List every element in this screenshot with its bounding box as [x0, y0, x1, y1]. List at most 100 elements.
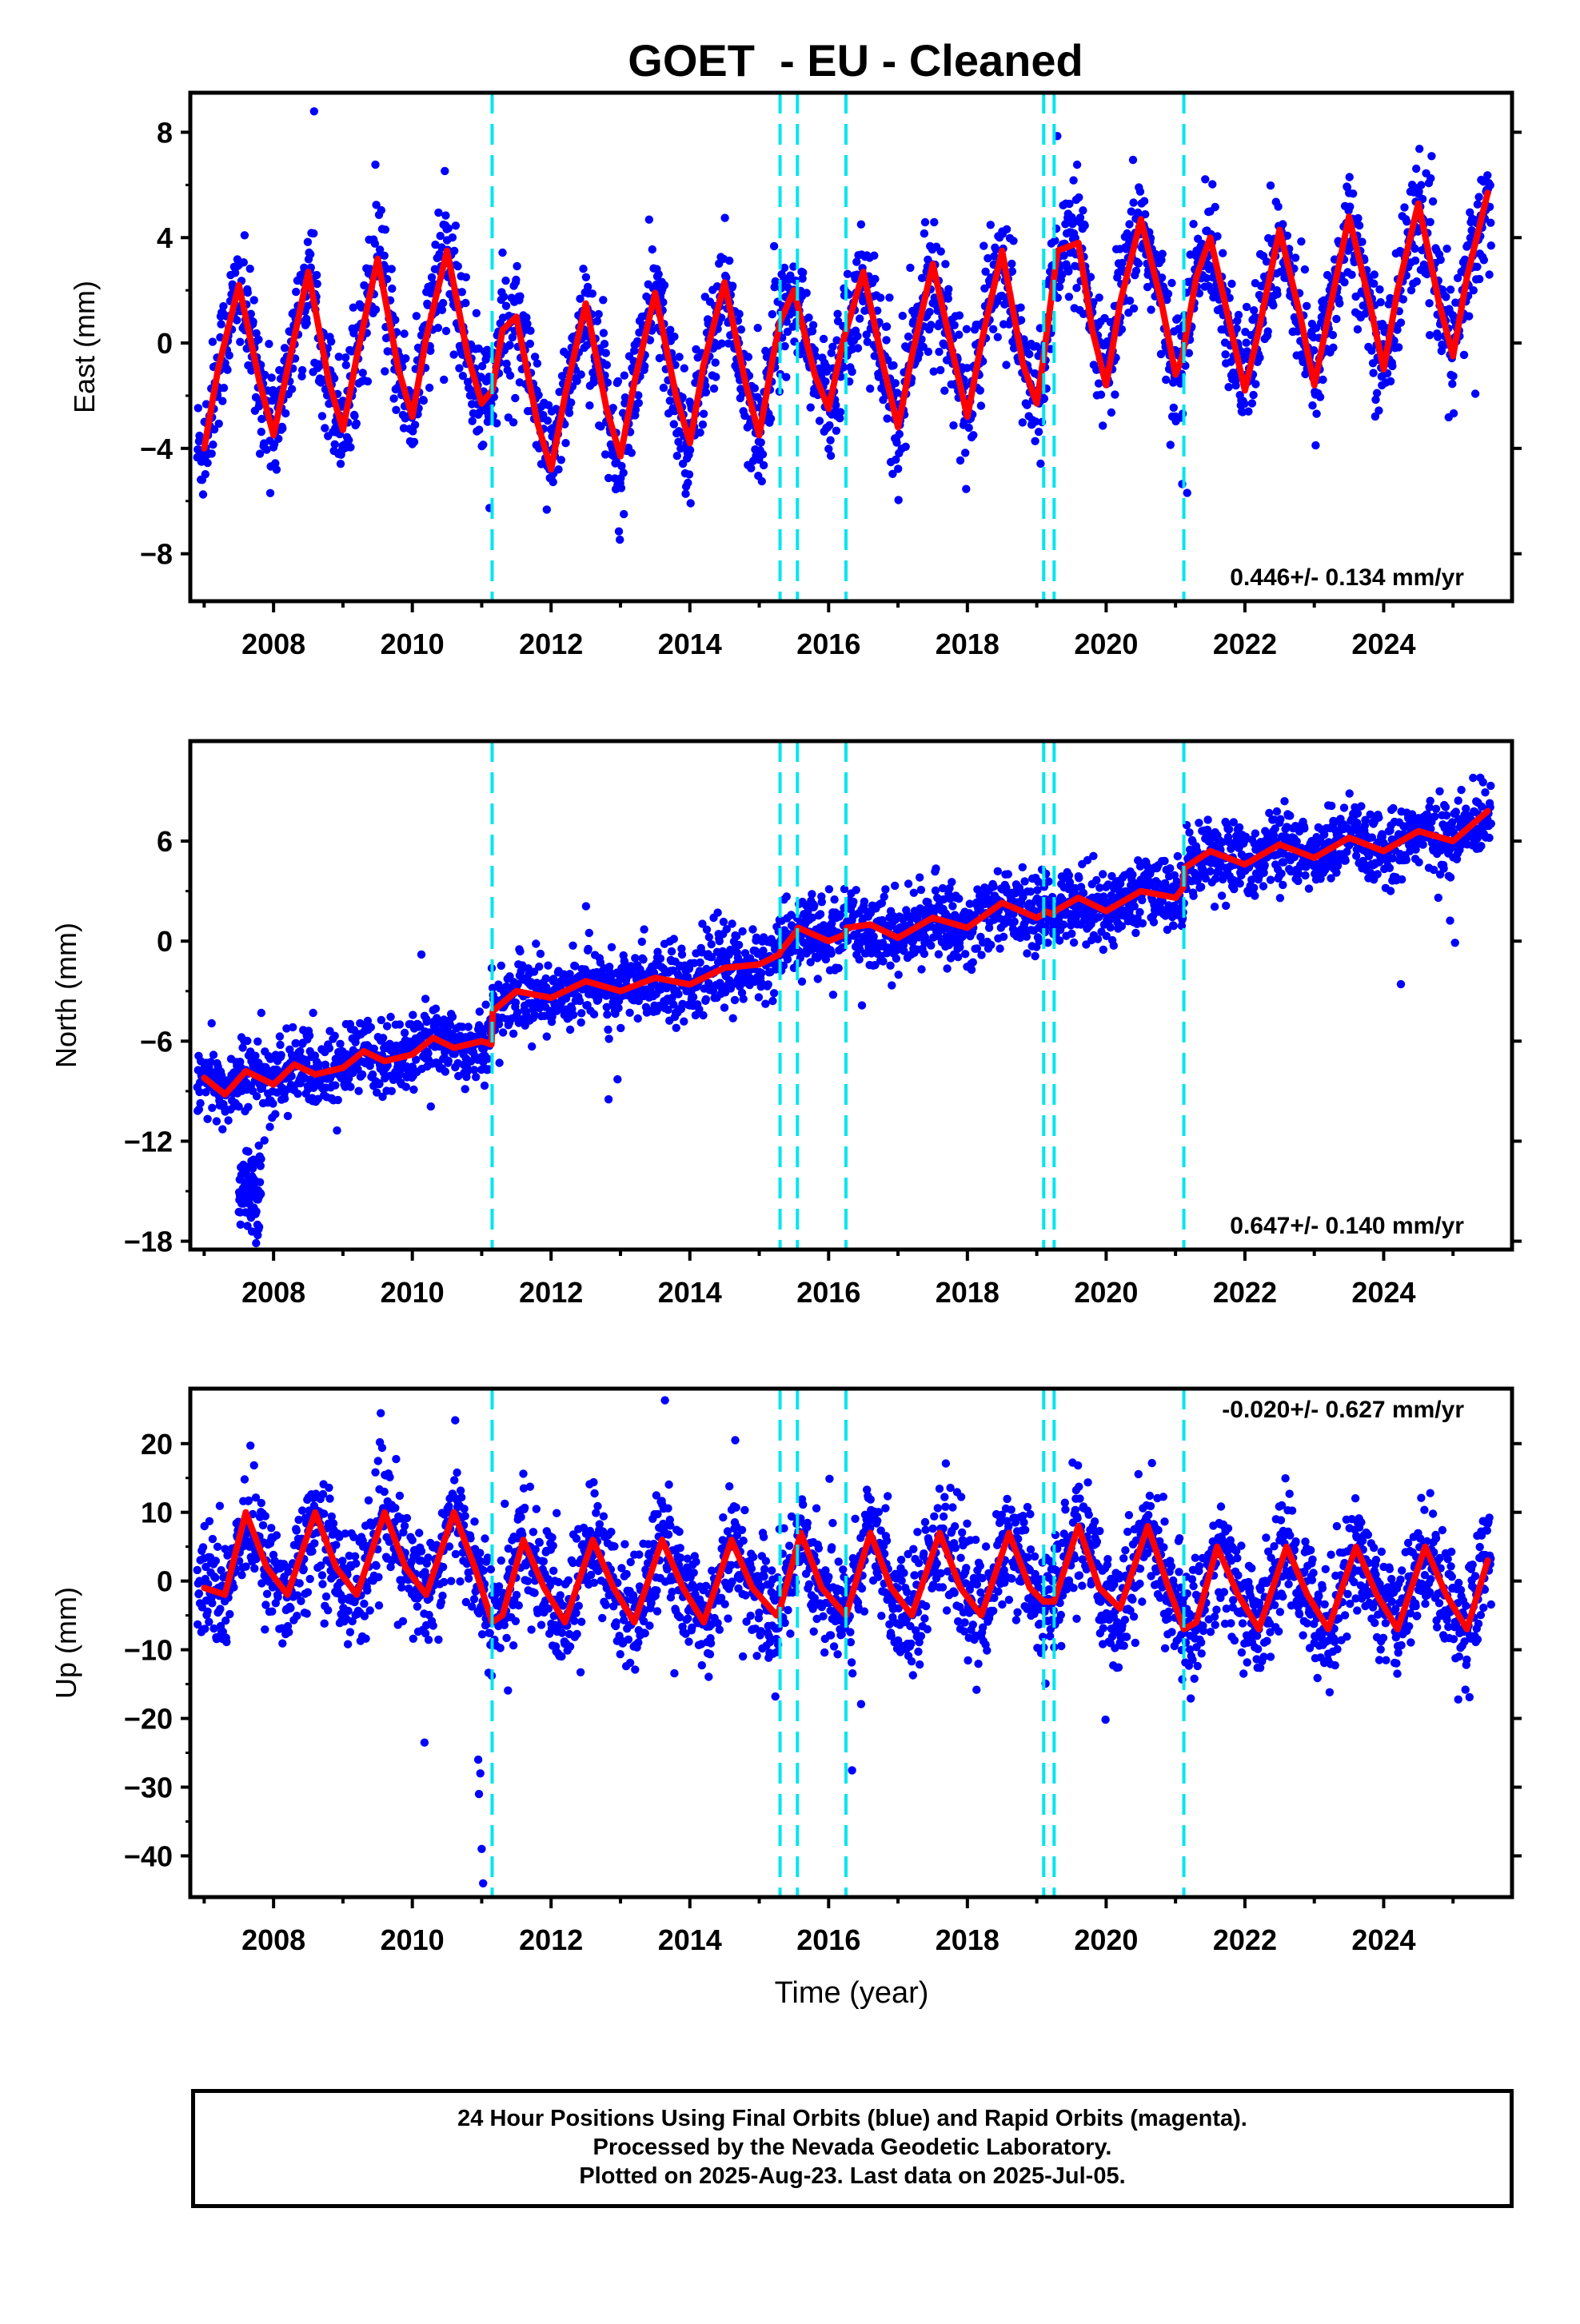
- data-point: [703, 926, 711, 934]
- data-point: [549, 478, 557, 486]
- data-point: [305, 1031, 313, 1039]
- data-point: [1073, 161, 1081, 169]
- data-point: [924, 348, 932, 356]
- data-point: [273, 465, 281, 473]
- data-point: [1274, 202, 1282, 210]
- data-point: [674, 990, 682, 998]
- data-point: [582, 273, 590, 281]
- data-point: [526, 340, 534, 348]
- data-point: [472, 1073, 480, 1081]
- data-point: [276, 1032, 284, 1040]
- data-point: [670, 333, 678, 341]
- data-point: [948, 902, 956, 910]
- data-point: [528, 1042, 536, 1050]
- data-point: [932, 887, 940, 895]
- data-point: [543, 1032, 551, 1040]
- data-point: [1355, 221, 1363, 229]
- data-point: [516, 293, 524, 301]
- data-point: [371, 161, 379, 169]
- data-point: [209, 1050, 217, 1058]
- x-tick-label: 2010: [381, 628, 445, 660]
- data-point: [616, 536, 624, 544]
- data-point: [421, 995, 429, 1003]
- data-point: [438, 306, 446, 314]
- x-tick-label: 2020: [1074, 628, 1138, 660]
- data-point: [995, 944, 1003, 952]
- data-point: [194, 404, 202, 412]
- data-point: [577, 1009, 585, 1017]
- data-point: [892, 379, 900, 387]
- data-point: [1249, 391, 1257, 399]
- data-point: [962, 485, 970, 493]
- data-point: [432, 1005, 440, 1013]
- data-point: [871, 275, 879, 283]
- data-point: [442, 327, 450, 335]
- data-point: [337, 460, 345, 468]
- data-point: [465, 1022, 473, 1030]
- data-point: [989, 325, 997, 333]
- data-point: [625, 1009, 633, 1017]
- data-point: [744, 353, 752, 361]
- data-point: [1055, 936, 1063, 944]
- data-point: [499, 1028, 507, 1036]
- data-point: [990, 883, 998, 891]
- data-point: [980, 241, 988, 249]
- data-point: [400, 329, 408, 337]
- x-tick-label: 2018: [936, 628, 999, 660]
- x-tick-label: 2008: [241, 628, 305, 660]
- data-point: [927, 942, 935, 950]
- data-point: [1162, 376, 1170, 384]
- data-point: [579, 265, 587, 273]
- data-point: [388, 265, 396, 273]
- data-point: [699, 421, 707, 429]
- data-point: [1301, 265, 1309, 273]
- data-point: [956, 456, 964, 464]
- data-point: [557, 456, 565, 464]
- data-point: [807, 404, 815, 412]
- data-point: [1069, 176, 1077, 184]
- data-point: [441, 211, 449, 219]
- data-point: [969, 431, 977, 439]
- data-point: [288, 385, 296, 393]
- data-point: [882, 336, 890, 344]
- data-point: [388, 285, 396, 293]
- data-point: [1437, 256, 1445, 264]
- data-point: [754, 324, 762, 332]
- data-point: [577, 1018, 585, 1026]
- data-point: [321, 424, 329, 432]
- data-point: [253, 1038, 261, 1046]
- data-point: [341, 353, 349, 361]
- data-point: [820, 335, 828, 343]
- data-point: [1019, 863, 1027, 871]
- data-point: [544, 417, 552, 425]
- data-point: [401, 1029, 409, 1037]
- data-point: [392, 406, 400, 414]
- data-point: [1393, 325, 1401, 333]
- data-point: [1399, 295, 1407, 303]
- data-point: [860, 898, 868, 906]
- data-point: [1016, 304, 1024, 312]
- data-point: [602, 349, 610, 357]
- data-point: [199, 490, 207, 498]
- data-point: [509, 1030, 517, 1038]
- data-point: [1081, 221, 1089, 229]
- data-point: [735, 941, 743, 949]
- data-point: [502, 302, 510, 310]
- data-point: [250, 296, 258, 304]
- data-point: [1075, 193, 1083, 201]
- data-point: [1035, 428, 1043, 436]
- data-point: [941, 260, 949, 268]
- data-point: [728, 281, 736, 289]
- data-point: [757, 438, 765, 446]
- data-point: [770, 242, 778, 250]
- data-point: [278, 425, 286, 433]
- data-point: [364, 377, 372, 385]
- data-point: [475, 425, 483, 433]
- data-point: [1251, 380, 1259, 388]
- y-tick-label: −8: [140, 538, 173, 571]
- data-point: [1107, 409, 1115, 417]
- data-point: [1099, 946, 1107, 954]
- x-tick-label: 2024: [1351, 628, 1415, 660]
- data-point: [825, 421, 833, 429]
- data-point: [1442, 293, 1450, 301]
